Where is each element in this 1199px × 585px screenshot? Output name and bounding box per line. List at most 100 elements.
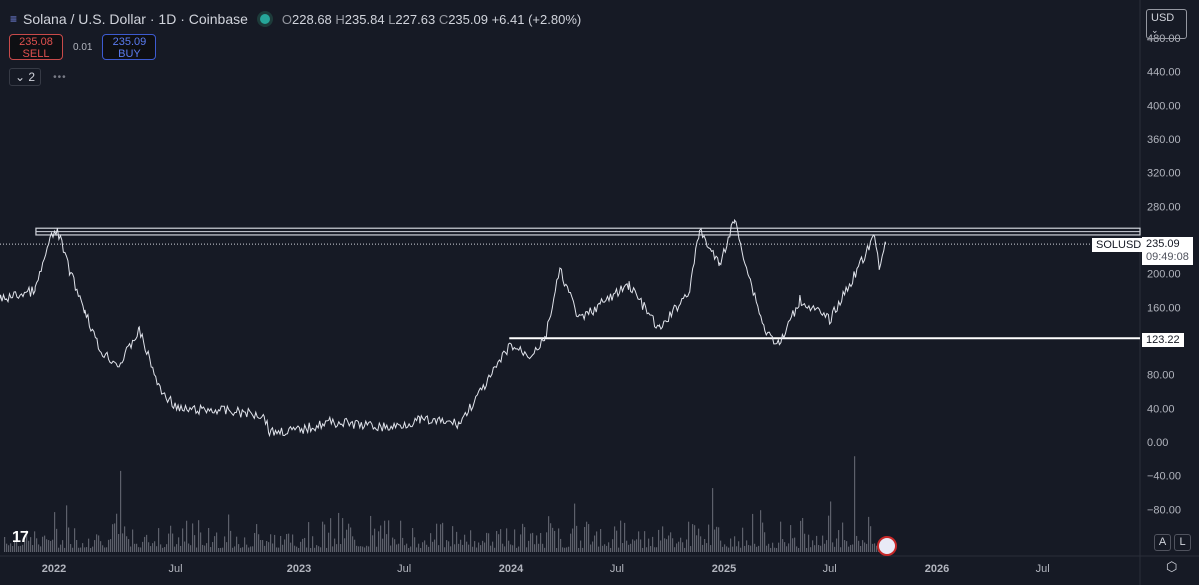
volume-bar: [358, 546, 360, 552]
volume-bar: [100, 541, 102, 552]
chevron-down-icon: ⌄: [1151, 25, 1159, 35]
volume-bar: [306, 547, 308, 552]
volume-bar: [114, 523, 116, 552]
volume-bar: [24, 540, 26, 552]
volume-bar: [84, 547, 86, 552]
volume-bar: [28, 540, 30, 552]
volume-bar: [272, 543, 274, 552]
volume-bar: [758, 545, 760, 552]
volume-bar: [434, 539, 436, 552]
volume-bar: [694, 525, 696, 552]
volume-bar: [68, 527, 70, 552]
volume-bar: [502, 543, 504, 552]
volume-bar: [190, 545, 192, 552]
volume-bar: [512, 545, 514, 552]
volume-bar: [760, 510, 762, 552]
volume-bar: [14, 541, 16, 552]
auto-scale-button[interactable]: A: [1154, 534, 1171, 551]
volume-bar: [494, 547, 496, 552]
support-price-tag: 123.22: [1142, 333, 1184, 347]
volume-bar: [452, 526, 454, 552]
tradingview-logo[interactable]: 17: [12, 529, 29, 546]
volume-bar: [682, 542, 684, 552]
volume-bar: [212, 542, 214, 552]
y-tick-label: 360.00: [1147, 134, 1181, 146]
volume-bar: [792, 538, 794, 552]
volume-bar: [222, 547, 224, 552]
volume-bar: [110, 539, 112, 552]
settings-icon[interactable]: ⬡: [1166, 559, 1178, 574]
volume-bar: [150, 546, 152, 552]
volume-bar: [636, 539, 638, 552]
volume-bar: [644, 531, 646, 552]
indicators-toggle[interactable]: ⌄ 2: [9, 68, 42, 86]
volume-bar: [390, 545, 392, 552]
x-tick-label: 2023: [287, 563, 311, 575]
volume-bar: [126, 536, 128, 552]
volume-bar: [18, 546, 20, 552]
buy-button[interactable]: 235.09 BUY: [102, 34, 157, 60]
volume-bar: [508, 540, 510, 552]
volume-bar: [274, 534, 276, 552]
volume-bar: [200, 532, 202, 552]
volume-bar: [230, 530, 232, 552]
volume-bar: [678, 541, 680, 552]
volume-bar: [164, 547, 166, 552]
x-tick-label: 2022: [42, 563, 66, 575]
volume-bar: [112, 524, 114, 552]
volume-bar: [784, 542, 786, 552]
volume-bar: [628, 544, 630, 552]
volume-bar: [626, 540, 628, 552]
volume-bar: [324, 524, 326, 552]
volume-bar: [184, 541, 186, 552]
volume-bar: [226, 542, 228, 552]
volume-bar: [216, 532, 218, 552]
volume-bar: [574, 503, 576, 552]
volume-bar: [756, 546, 758, 552]
volume-bar: [78, 547, 80, 552]
volume-bar: [842, 522, 844, 552]
volume-bar: [838, 530, 840, 552]
volume-bar: [516, 547, 518, 552]
symbol-legend: ≡ Solana / U.S. Dollar · 1D · Coinbase O…: [10, 11, 581, 27]
volume-bar: [732, 546, 734, 552]
volume-bar: [252, 546, 254, 552]
menu-icon[interactable]: ≡: [10, 12, 18, 26]
volume-bar: [350, 527, 352, 552]
volume-bar: [692, 524, 694, 552]
volume-bar: [484, 542, 486, 552]
volume-bar: [158, 528, 160, 552]
currency-select[interactable]: USD ⌄: [1146, 9, 1187, 39]
volume-bar: [8, 545, 10, 552]
symbol-title[interactable]: Solana / U.S. Dollar · 1D · Coinbase: [23, 11, 248, 27]
volume-bar: [138, 547, 140, 552]
sell-button[interactable]: 235.08 SELL: [9, 34, 63, 60]
volume-bar: [334, 538, 336, 552]
volume-bar: [526, 547, 528, 552]
flag-event-icon[interactable]: [877, 536, 897, 556]
x-tick-label: Jul: [1036, 563, 1050, 575]
volume-bar: [492, 541, 494, 552]
volume-bar: [396, 544, 398, 552]
volume-bar: [834, 546, 836, 552]
volume-bar: [402, 537, 404, 552]
log-scale-button[interactable]: L: [1174, 534, 1191, 551]
volume-bar: [404, 545, 406, 552]
volume-bar: [860, 545, 862, 552]
volume-bar: [594, 535, 596, 552]
volume-bar: [496, 531, 498, 552]
volume-bar: [436, 523, 438, 552]
volume-bar: [714, 529, 716, 552]
volume-bar: [36, 538, 38, 552]
volume-bar: [384, 520, 386, 552]
volume-bar: [586, 521, 588, 552]
volume-bar: [82, 543, 84, 552]
volume-bar: [850, 544, 852, 552]
volume-bar: [304, 537, 306, 552]
volume-bar: [102, 545, 104, 552]
volume-bar: [284, 539, 286, 552]
volume-bar: [664, 538, 666, 552]
more-icon[interactable]: •••: [53, 71, 67, 83]
volume-bar: [424, 540, 426, 552]
